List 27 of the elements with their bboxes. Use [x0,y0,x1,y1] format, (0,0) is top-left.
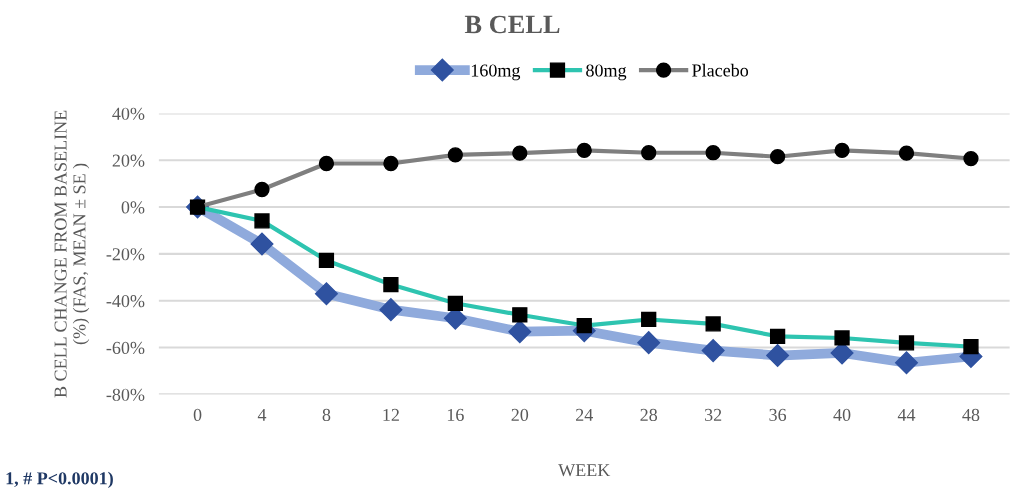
y-tick-label: -60% [106,341,145,355]
chart-title: B CELL [464,15,560,34]
x-tick-label: 36 [769,408,787,421]
x-axis-title: WEEK [558,464,611,477]
x-tick-label: 16 [447,408,464,421]
x-tick-label: 44 [897,408,916,421]
y-tick-label: 0% [121,201,145,214]
x-tick-label: 20 [511,408,529,421]
y-tick-label: -40% [106,294,145,308]
x-tick-label: 12 [383,408,399,421]
x-tick-label: 28 [640,408,658,421]
legend-label: 80mg [586,64,627,81]
x-tick-label: 0 [193,408,202,421]
x-tick-label: 4 [257,408,267,421]
y-axis-title: B CELL CHANGE FROM BASELINE (%) (FAS, MEAN ± SE ) [54,110,90,398]
x-tick-label: 40 [833,408,851,421]
x-tick-label: 48 [962,408,980,421]
legend-label: Placebo [692,63,749,77]
x-tick-label: 24 [576,408,593,421]
x-tick-label: 8 [322,408,331,421]
y-tick-label: 20% [112,154,145,167]
y-tick-label: -80% [106,388,145,401]
text: 1, # P<0.0001) [6,471,113,489]
y-tick-label: -20% [106,248,145,261]
y-tick-label: 40% [112,107,145,120]
x-tick-label: 32 [704,408,722,421]
legend-label: 160mg [471,64,521,81]
